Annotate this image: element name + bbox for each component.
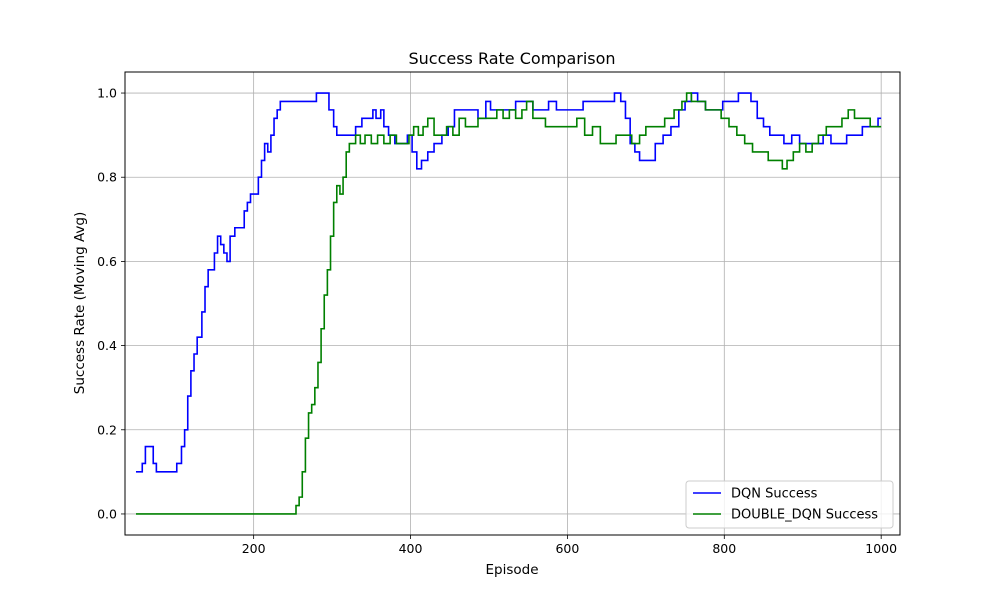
- x-tick-label: 600: [555, 541, 579, 556]
- x-tick-label: 1000: [865, 541, 897, 556]
- chart-title: Success Rate Comparison: [408, 49, 615, 68]
- plot-frame: [124, 71, 901, 536]
- y-axis-title: Success Rate (Moving Avg): [72, 212, 88, 394]
- series-group: [135, 92, 882, 515]
- series-line-double-dqn: [135, 92, 882, 515]
- x-tick-label: 800: [712, 541, 736, 556]
- y-tick-label: 0.0: [97, 506, 117, 521]
- legend: DQN Success DOUBLE_DQN Success: [685, 480, 894, 529]
- y-tick-label: 1.0: [97, 86, 117, 101]
- legend-label-double-dqn: DOUBLE_DQN Success: [731, 508, 878, 523]
- y-tick-label: 0.4: [97, 338, 117, 353]
- legend-box: [685, 480, 894, 529]
- axis-ticks: 200 400 600 800 1000 0.0 0.2 0.4 0.6 0.8 1.0: [97, 86, 897, 556]
- x-tick-label: 400: [399, 541, 423, 556]
- y-tick-label: 0.6: [97, 254, 117, 269]
- y-tick-label: 0.8: [97, 170, 117, 185]
- grid: [125, 72, 900, 535]
- y-tick-label: 0.2: [97, 422, 117, 437]
- legend-label-dqn: DQN Success: [731, 487, 818, 502]
- x-tick-label: 200: [242, 541, 266, 556]
- x-axis-title: Episode: [485, 562, 538, 578]
